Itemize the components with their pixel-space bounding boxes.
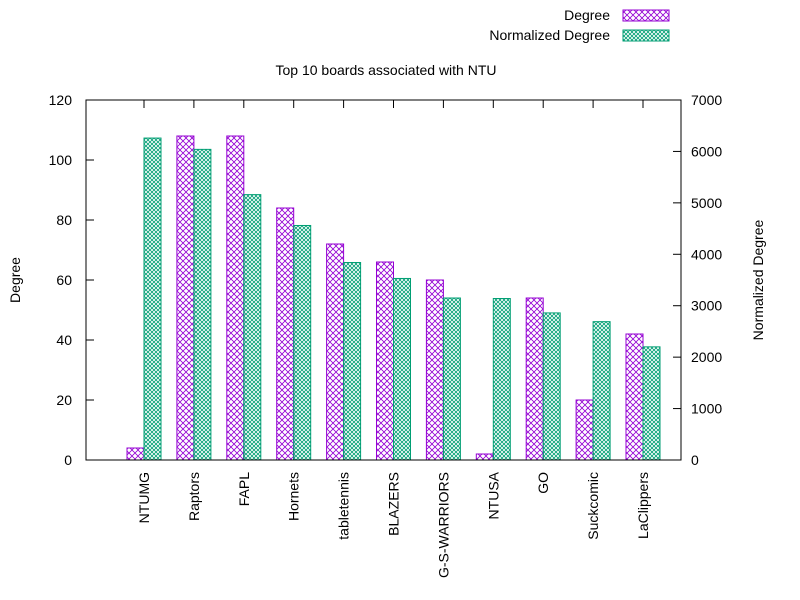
y2-axis-label: Normalized Degree [750,219,766,340]
y-tick-label: 40 [56,332,72,348]
x-tick-label: tabletennis [336,472,352,540]
normalized-degree-bar [542,312,561,461]
legend-label: Degree [564,7,610,23]
plot-frame [85,99,682,461]
normalized-degree-bar [642,346,661,461]
x-tick-label: NTUMG [136,472,152,523]
bars-group [126,135,661,461]
y2-tick-label: 4000 [691,246,722,262]
x-tick-label: FAPL [236,472,252,506]
degree-bar [126,447,145,461]
legend-swatch [622,29,670,42]
y2-tick-label: 6000 [691,143,722,159]
x-tick-label: Hornets [286,472,302,521]
x-tick-label: GO [535,472,551,494]
degree-bar [575,399,594,461]
x-tick-label: Suckcomic [585,472,601,540]
degree-bar [625,333,644,461]
x-tick-label: Raptors [186,472,202,521]
degree-bar [425,279,444,461]
y2-tick-label: 7000 [691,92,722,108]
normalized-degree-bar [193,148,212,461]
normalized-degree-bar [442,297,461,461]
x-tick-label: NTUSA [485,471,501,519]
degree-bar [226,135,245,461]
legend-swatch [622,9,670,22]
y-tick-label: 80 [56,212,72,228]
normalized-degree-bar [592,321,611,461]
normalized-degree-bar [293,224,312,461]
degree-bar [176,135,195,461]
legend: Degree Normalized Degree [489,7,670,43]
normalized-degree-bar [393,277,411,461]
normalized-degree-bar [343,262,362,461]
x-tick-label: LaClippers [635,472,651,539]
y2-tick-label: 3000 [691,298,722,314]
y-tick-label: 20 [56,392,72,408]
x-tick-label: G-S-WARRIORS [435,472,451,578]
y-axis-label: Degree [7,257,23,303]
y-tick-label: 100 [49,152,73,168]
y-tick-label: 0 [64,452,72,468]
x-tick-label: BLAZERS [386,472,402,536]
normalized-degree-bar [492,298,511,461]
degree-bar [326,243,345,461]
axes-group: 0 20 40 60 80 100 120 0 1000 2000 3000 4000 5000 6000… [49,92,723,578]
degree-bar [276,207,295,461]
y2-tick-label: 0 [691,452,699,468]
y2-tick-label: 1000 [691,401,722,417]
y-tick-label: 60 [56,272,72,288]
degree-bar [376,261,394,461]
degree-bar [525,297,544,461]
y2-tick-label: 2000 [691,349,722,365]
y-tick-label: 120 [49,92,73,108]
y2-tick-label: 5000 [691,195,722,211]
legend-label: Normalized Degree [489,27,610,43]
chart-title: Top 10 boards associated with NTU [276,62,497,78]
normalized-degree-bar [243,194,262,461]
normalized-degree-bar [143,137,162,461]
degree-bar [475,453,494,461]
